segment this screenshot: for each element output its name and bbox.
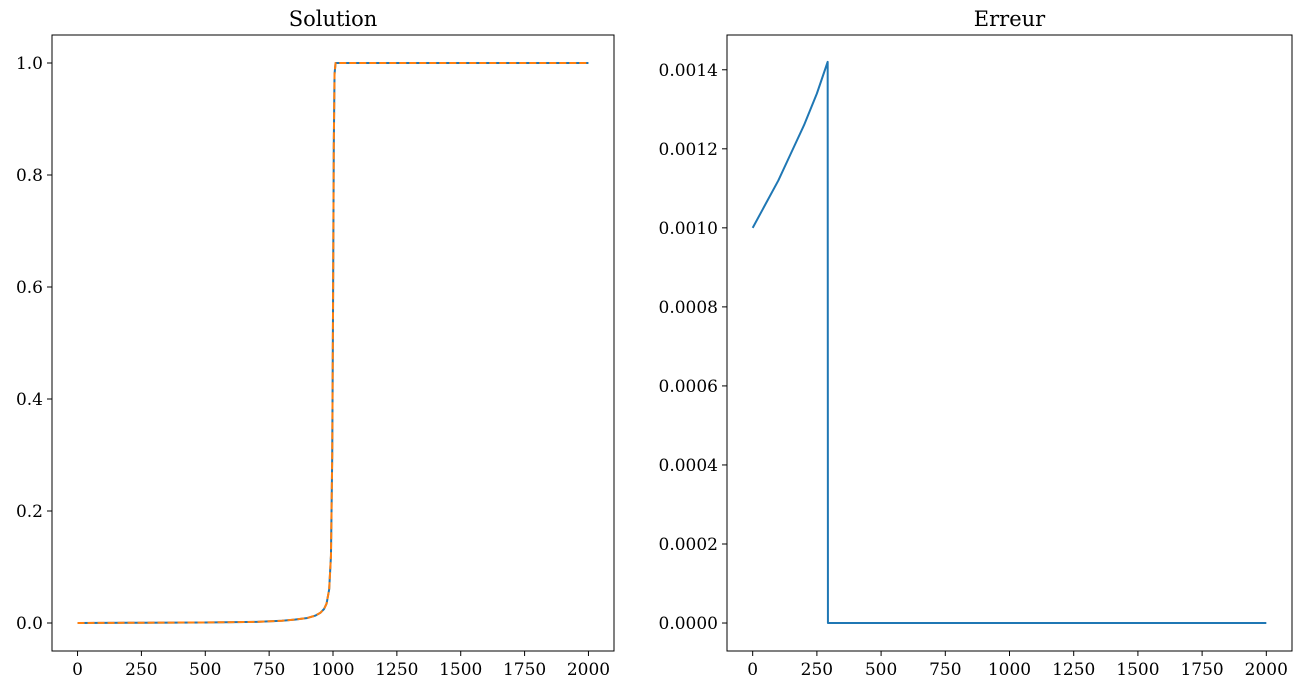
y-tick-label: 0.0010	[659, 219, 718, 239]
y-tick-label: 1.0	[16, 54, 43, 74]
y-tick-label: 0.0	[16, 614, 43, 634]
y-tick-label: 0.2	[16, 502, 43, 522]
x-tick-label: 1250	[1052, 660, 1095, 680]
y-tick-label: 0.0004	[659, 456, 718, 476]
x-tick-label: 1000	[311, 660, 354, 680]
y-tick-label: 0.0012	[659, 140, 718, 160]
y-tick-label: 0.0000	[659, 614, 718, 634]
x-tick-label: 500	[865, 660, 897, 680]
x-tick-label: 1250	[375, 660, 418, 680]
chart-title: Erreur	[974, 7, 1046, 31]
y-tick-label: 0.0006	[659, 377, 718, 397]
y-tick-label: 0.4	[16, 390, 43, 410]
x-tick-label: 750	[929, 660, 961, 680]
x-tick-label: 2000	[1245, 660, 1288, 680]
y-tick-label: 0.0002	[659, 535, 718, 555]
x-tick-label: 250	[801, 660, 833, 680]
x-tick-label: 1000	[988, 660, 1031, 680]
series-line-0	[751, 60, 1267, 625]
panel-erreur: 0 250 500 750 1000 1250 1500 1750 2000 0.0000 0.00…	[659, 7, 1293, 680]
x-tick-label: 500	[189, 660, 221, 680]
x-tick-label: 0	[747, 660, 758, 680]
chart-title: Solution	[289, 7, 378, 31]
y-tick-label: 0.8	[16, 166, 43, 186]
y-tick-label: 0.0014	[659, 61, 718, 81]
x-tick-label: 1500	[1116, 660, 1159, 680]
axes-frame	[726, 34, 1293, 652]
panel-solution: 0 250 500 750 1000 1250 1500 1750 2000 0.0 0.2 0.4 0…	[16, 7, 615, 680]
x-tick-label: 1750	[1180, 660, 1223, 680]
x-tick-label: 2000	[567, 660, 610, 680]
x-tick-label: 250	[125, 660, 157, 680]
x-tick-label: 750	[253, 660, 285, 680]
x-tick-label: 1500	[439, 660, 482, 680]
series-line-1	[77, 62, 589, 624]
x-tick-label: 1750	[503, 660, 546, 680]
y-tick-label: 0.6	[16, 278, 43, 298]
x-tick-label: 0	[72, 660, 83, 680]
y-tick-label: 0.0008	[659, 298, 718, 318]
